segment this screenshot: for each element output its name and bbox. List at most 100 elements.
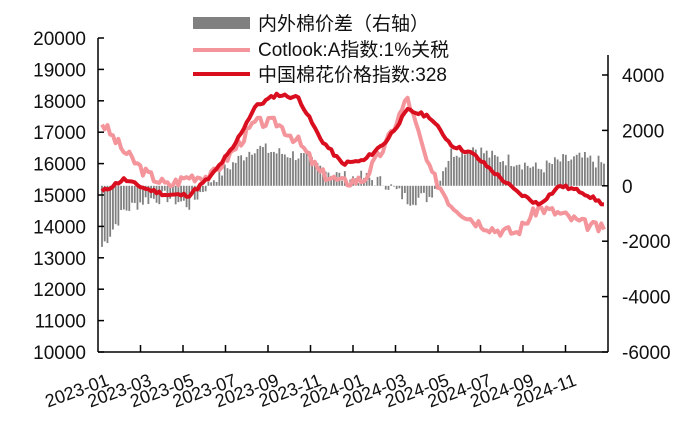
spread-bar <box>573 156 575 186</box>
spread-bar <box>139 185 142 203</box>
spread-bar <box>523 162 526 186</box>
spread-bar <box>128 185 131 211</box>
spread-bar <box>226 168 229 186</box>
spread-bar <box>242 160 245 186</box>
spread-bar <box>556 159 559 186</box>
spread-bar <box>270 152 273 186</box>
spread-bar <box>393 185 395 187</box>
spread-bar <box>376 176 379 186</box>
spread-bar <box>196 185 199 200</box>
spread-bar <box>414 185 417 206</box>
spread-bar <box>136 185 139 210</box>
spread-bar <box>488 157 491 186</box>
spread-bar <box>423 185 425 193</box>
spread-bar <box>502 161 504 186</box>
spread-bar <box>308 154 311 186</box>
spread-bar <box>417 185 420 198</box>
spread-bar <box>199 185 202 193</box>
spread-bar <box>474 149 477 186</box>
spread-bar <box>289 157 292 186</box>
spread-bar <box>193 185 196 200</box>
spread-bar <box>594 167 597 186</box>
spread-bar <box>480 147 483 186</box>
spread-bar <box>117 185 120 226</box>
left-y-tick-label: 18000 <box>33 92 86 113</box>
spread-bar <box>461 148 464 186</box>
left-y-tick-label: 13000 <box>33 249 86 270</box>
left-y-tick-label: 20000 <box>33 29 86 50</box>
spread-bar <box>106 185 109 244</box>
spread-bar <box>240 155 243 186</box>
spread-bar <box>234 162 237 186</box>
spread-bar <box>395 185 398 190</box>
price-spread-bars <box>101 143 605 247</box>
spread-bar <box>453 156 455 186</box>
spread-bar <box>551 164 554 186</box>
spread-bar <box>229 169 232 186</box>
spread-bar <box>267 152 270 186</box>
left-y-tick-label: 19000 <box>33 60 86 81</box>
spread-bar <box>597 155 600 186</box>
spread-bar <box>562 154 564 186</box>
spread-bar <box>368 177 371 186</box>
spread-bar <box>142 185 144 205</box>
spread-bar <box>526 165 529 186</box>
spread-bar <box>600 162 603 186</box>
spread-bar <box>357 183 360 186</box>
spread-bar <box>333 174 335 186</box>
spread-bar <box>581 157 584 186</box>
spread-bar <box>442 171 444 186</box>
spread-bar <box>264 143 267 186</box>
spread-bar <box>109 185 112 237</box>
spread-bar <box>292 151 294 186</box>
spread-bar <box>161 185 163 192</box>
spread-bar <box>564 154 567 186</box>
spread-bar <box>251 154 253 186</box>
spread-bar <box>412 185 414 205</box>
spread-bar <box>477 156 480 186</box>
spread-bar <box>114 185 117 225</box>
legend-label: Cotlook:A指数:1%关税 <box>258 39 449 61</box>
spread-bar <box>101 185 103 247</box>
spread-bar <box>518 164 521 186</box>
spread-bar <box>210 182 213 186</box>
spread-bar <box>559 161 562 186</box>
spread-bar <box>521 169 524 186</box>
spread-bar <box>553 157 556 186</box>
spread-bar <box>575 154 578 186</box>
spread-bar <box>120 185 122 210</box>
spread-bar <box>144 185 147 198</box>
spread-bar <box>232 162 234 186</box>
legend-label: 内外棉价差（右轴） <box>258 13 429 35</box>
spread-bar <box>302 153 305 186</box>
spread-bar <box>409 185 412 206</box>
spread-bar <box>469 153 472 186</box>
spread-bar <box>398 185 401 189</box>
spread-bar <box>311 157 313 186</box>
spread-bar <box>439 180 442 186</box>
spread-bar <box>112 185 114 230</box>
spread-bar <box>463 154 466 186</box>
spread-bar <box>379 176 382 186</box>
left-y-tick-label: 12000 <box>33 280 86 301</box>
spread-bar <box>259 145 262 186</box>
spread-bar <box>133 185 136 204</box>
spread-bar <box>131 185 133 203</box>
spread-bar <box>420 185 423 194</box>
spread-bar <box>169 185 172 199</box>
left-y-tick-label: 11000 <box>35 312 86 333</box>
spread-bar <box>384 185 387 190</box>
spread-bar <box>545 160 548 186</box>
spread-bar <box>586 157 589 186</box>
spread-bar <box>237 155 240 186</box>
spread-bar <box>567 160 570 186</box>
spread-bar <box>215 181 218 186</box>
spread-bar <box>403 185 406 193</box>
right-y-tick-label: -2000 <box>622 232 671 253</box>
spread-bar <box>218 168 221 186</box>
spread-bar <box>493 155 496 186</box>
spread-bar <box>223 164 226 186</box>
spread-bar <box>466 149 469 186</box>
spread-bar <box>275 153 278 186</box>
